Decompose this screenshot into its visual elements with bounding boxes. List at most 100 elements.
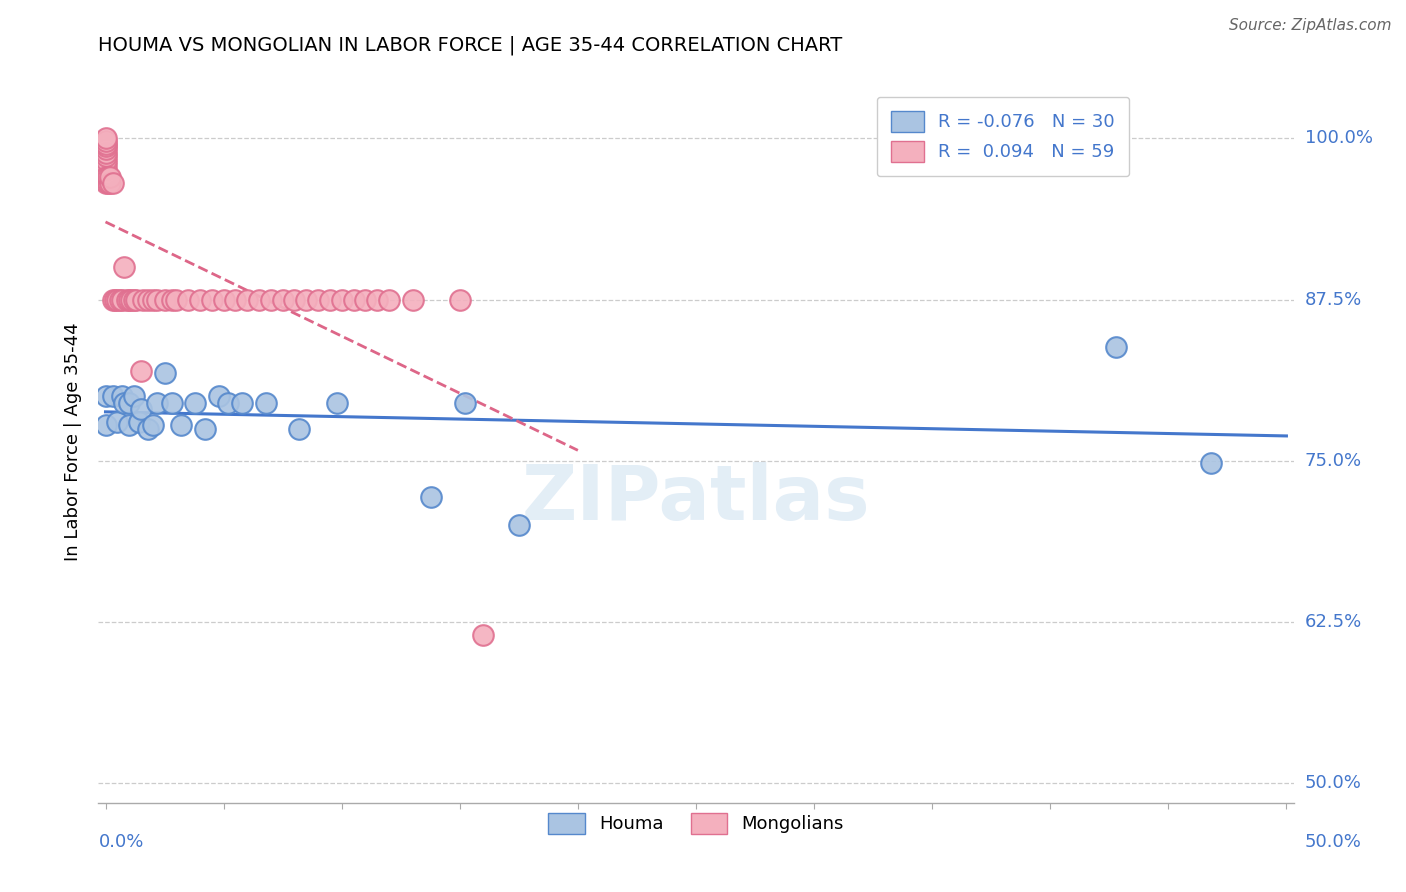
Point [236,293,259,307]
Point [165,293,187,307]
Point [508,518,530,533]
Point [94,145,117,160]
Point [118,417,141,432]
Y-axis label: In Labor Force | Age 35-44: In Labor Force | Age 35-44 [65,322,83,561]
Point [449,293,471,307]
Text: 100.0%: 100.0% [1305,129,1372,147]
Text: 62.5%: 62.5% [1305,613,1362,632]
Text: Source: ZipAtlas.com: Source: ZipAtlas.com [1229,18,1392,33]
Text: 50.0%: 50.0% [1305,833,1361,851]
Text: 0.0%: 0.0% [98,833,143,851]
Point [247,293,270,307]
Point [98,177,121,191]
Point [342,293,364,307]
Point [118,293,141,307]
Point [105,293,128,307]
Text: 50.0%: 50.0% [1305,774,1361,792]
Point [115,293,138,307]
Point [142,293,165,307]
Point [111,293,134,307]
Point [378,293,401,307]
Point [217,396,239,410]
Point [104,293,127,307]
Point [94,417,117,432]
Point [118,396,141,410]
Point [94,389,117,403]
Point [453,396,475,410]
Point [224,293,246,307]
Point [94,149,117,163]
Point [94,139,117,153]
Point [94,153,117,168]
Point [170,417,193,432]
Point [94,157,117,171]
Point [146,396,169,410]
Point [94,162,117,177]
Point [288,422,311,436]
Point [94,131,117,145]
Point [201,293,224,307]
Point [330,293,353,307]
Point [142,417,165,432]
Point [146,293,169,307]
Point [129,363,152,377]
Point [177,293,200,307]
Point [153,293,176,307]
Point [401,293,423,307]
Point [153,366,176,380]
Point [112,396,135,410]
Point [188,293,211,307]
Point [307,293,329,307]
Point [420,490,443,504]
Point [231,396,253,410]
Point [212,293,235,307]
Point [125,293,148,307]
Point [97,169,120,184]
Point [94,177,117,191]
Point [472,628,495,642]
Point [295,293,318,307]
Point [184,396,207,410]
Point [122,293,145,307]
Point [319,293,342,307]
Text: HOUMA VS MONGOLIAN IN LABOR FORCE | AGE 35-44 CORRELATION CHART: HOUMA VS MONGOLIAN IN LABOR FORCE | AGE … [98,36,842,55]
Point [354,293,377,307]
Point [98,169,121,184]
Point [194,422,217,436]
Point [112,260,135,275]
Point [97,177,120,191]
Point [1199,457,1222,471]
Point [94,169,117,184]
Point [108,293,131,307]
Point [271,293,294,307]
Text: 75.0%: 75.0% [1305,452,1362,470]
Point [94,172,117,186]
Point [136,422,159,436]
Point [283,293,305,307]
Point [132,293,155,307]
Point [254,396,277,410]
Point [94,136,117,151]
Point [94,142,117,156]
Point [366,293,388,307]
Point [129,402,152,417]
Text: 87.5%: 87.5% [1305,291,1362,309]
Point [101,293,124,307]
Point [101,177,124,191]
Point [122,389,145,403]
Point [260,293,283,307]
Point [160,293,183,307]
Point [208,389,231,403]
Point [105,415,128,429]
Point [326,396,349,410]
Point [94,168,117,182]
Point [121,293,143,307]
Text: ZIPatlas: ZIPatlas [522,462,870,536]
Point [101,389,124,403]
Point [128,415,150,429]
Point [160,396,183,410]
Point [136,293,159,307]
Point [1105,340,1128,354]
Legend: Houma, Mongolians: Houma, Mongolians [541,805,851,841]
Point [94,134,117,148]
